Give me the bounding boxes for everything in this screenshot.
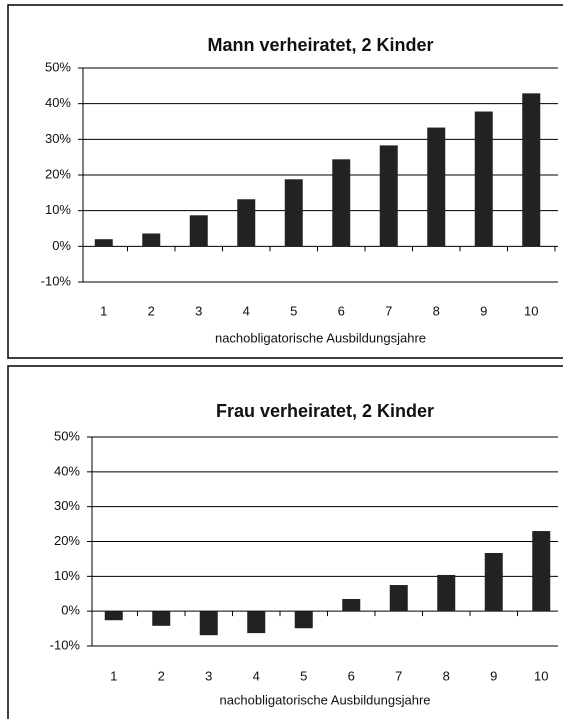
x-tick-label: 4	[243, 303, 250, 318]
x-tick-label: 5	[290, 303, 297, 318]
y-tick-label: 0%	[52, 238, 71, 253]
x-tick-label: 6	[348, 668, 355, 683]
x-tick-label: 3	[205, 668, 212, 683]
bar	[152, 611, 171, 626]
bar	[437, 574, 456, 612]
bar	[284, 179, 303, 247]
y-tick-label: 50%	[54, 428, 80, 443]
x-tick-label: 8	[433, 303, 440, 318]
bar	[484, 552, 503, 612]
bar	[189, 215, 208, 247]
x-tick-label: 3	[195, 303, 202, 318]
bar	[199, 611, 218, 636]
x-tick-label: 7	[385, 303, 392, 318]
bar	[427, 127, 446, 247]
bar	[104, 611, 123, 621]
x-tick-label: 4	[253, 668, 260, 683]
chart-title: Frau verheiratet, 2 Kinder	[216, 401, 434, 421]
bar	[237, 199, 256, 247]
x-tick-label: 9	[480, 303, 487, 318]
x-axis-label: nachobligatorische Ausbildungsjahre	[215, 330, 426, 345]
x-tick-label: 9	[490, 668, 497, 683]
frame	[7, 4, 563, 359]
chart-title: Mann verheiratet, 2 Kinder	[207, 35, 433, 55]
x-axis-label: nachobligatorische Ausbildungsjahre	[219, 692, 430, 707]
x-tick-label: 1	[100, 303, 107, 318]
y-tick-label: 10%	[54, 568, 80, 583]
x-tick-label: 10	[524, 303, 538, 318]
bar	[294, 611, 313, 629]
y-tick-label: 40%	[45, 95, 71, 110]
y-tick-label: -10%	[41, 273, 72, 288]
y-tick-label: 20%	[54, 533, 80, 548]
y-tick-label: 20%	[45, 166, 71, 181]
x-tick-label: 7	[395, 668, 402, 683]
bar	[379, 145, 398, 247]
y-tick-label: 40%	[54, 463, 80, 478]
x-tick-label: 1	[110, 668, 117, 683]
x-tick-label: 6	[338, 303, 345, 318]
x-tick-label: 5	[300, 668, 307, 683]
bar	[94, 239, 113, 247]
y-tick-label: 30%	[45, 131, 71, 146]
bar	[389, 585, 408, 612]
x-tick-label: 8	[443, 668, 450, 683]
bar	[247, 611, 266, 634]
bar	[332, 159, 351, 247]
y-tick-label: 0%	[61, 603, 80, 618]
x-tick-label: 2	[158, 668, 165, 683]
x-tick-label: 2	[148, 303, 155, 318]
frame	[7, 365, 563, 719]
y-tick-label: 50%	[45, 59, 71, 74]
bar	[142, 233, 161, 247]
bar	[342, 598, 361, 612]
bar	[474, 111, 493, 247]
bar	[522, 93, 541, 247]
y-tick-label: 10%	[45, 202, 71, 217]
x-tick-label: 10	[534, 668, 548, 683]
y-tick-label: -10%	[50, 637, 81, 652]
y-tick-label: 30%	[54, 498, 80, 513]
bar	[532, 531, 551, 612]
